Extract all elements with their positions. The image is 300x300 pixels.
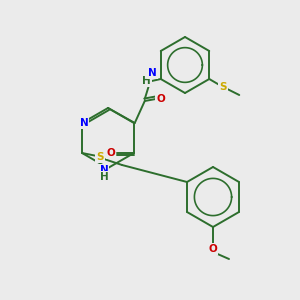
Text: N: N bbox=[148, 68, 157, 78]
Text: H: H bbox=[142, 76, 151, 86]
Text: O: O bbox=[208, 244, 217, 254]
Text: N: N bbox=[80, 118, 88, 128]
Text: S: S bbox=[96, 152, 104, 162]
Text: S: S bbox=[220, 82, 227, 92]
Text: O: O bbox=[156, 94, 165, 104]
Text: O: O bbox=[106, 148, 116, 158]
Text: N: N bbox=[100, 165, 108, 175]
Text: H: H bbox=[100, 172, 108, 182]
